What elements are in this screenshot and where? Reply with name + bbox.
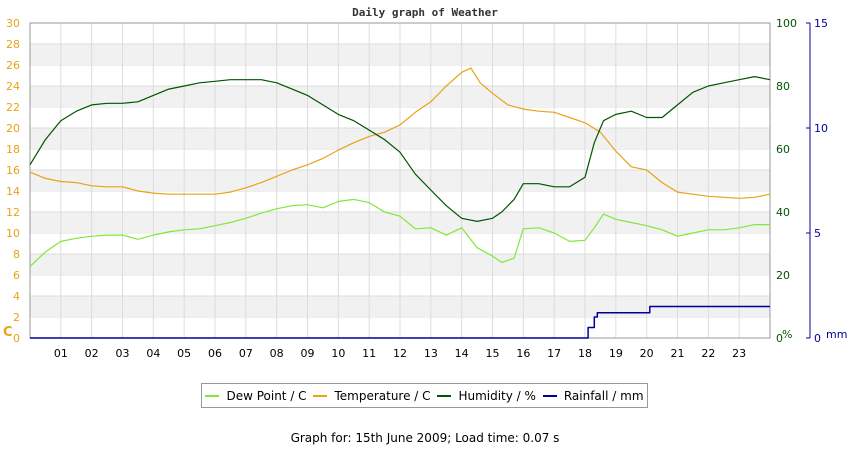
x-tick-label: 05 <box>177 347 191 360</box>
left-tick-label: 12 <box>6 206 20 219</box>
x-tick-label: 16 <box>516 347 530 360</box>
humidity-tick-label: 80 <box>776 80 790 93</box>
humidity-line <box>29 76 771 222</box>
legend-item-temperature: Temperature / C <box>313 388 431 403</box>
x-tick-label: 02 <box>85 347 99 360</box>
left-tick-label: 18 <box>6 143 20 156</box>
x-tick-label: 17 <box>547 347 561 360</box>
left-tick-label: 10 <box>6 227 20 240</box>
x-tick-label: 07 <box>239 347 253 360</box>
left-tick-label: 0 <box>13 332 20 345</box>
left-axis-label: C <box>3 325 13 340</box>
legend-swatch <box>542 394 557 397</box>
chart-title: Daily graph of Weather <box>352 6 498 19</box>
x-tick-label: 03 <box>116 347 130 360</box>
dew-point-line <box>29 198 770 268</box>
left-tick-label: 6 <box>13 269 20 282</box>
legend-item-humidity: Humidity / % <box>437 388 536 403</box>
x-tick-label: 22 <box>701 347 715 360</box>
legend: Dew Point / C Temperature / C Humidity / %… <box>201 383 648 408</box>
left-tick-label: 26 <box>6 59 20 72</box>
humidity-tick-label: 0 <box>776 332 783 345</box>
legend-swatch <box>437 394 452 397</box>
legend-swatch <box>313 394 328 397</box>
rainfall-tick-label: 10 <box>814 122 828 135</box>
rainfall-axis: 0 5 10 15 mm <box>806 17 847 345</box>
series-lines <box>29 67 771 339</box>
humidity-tick-label: 20 <box>776 269 790 282</box>
x-tick-label: 18 <box>578 347 592 360</box>
x-tick-label: 09 <box>301 347 315 360</box>
x-tick-label: 10 <box>331 347 345 360</box>
left-tick-label: 24 <box>6 80 20 93</box>
legend-label: Rainfall / mm <box>563 388 644 403</box>
x-tick-label: 20 <box>640 347 654 360</box>
x-tick-label: 11 <box>362 347 376 360</box>
x-tick-label: 19 <box>609 347 623 360</box>
humidity-axis: 0 20 40 60 80 100% <box>776 17 797 345</box>
x-tick-label: 23 <box>732 347 746 360</box>
legend-label: Humidity / % <box>458 388 536 403</box>
x-tick-label: 06 <box>208 347 222 360</box>
legend-swatch <box>205 394 220 397</box>
x-axis: 01 02 03 04 05 06 07 08 09 10 11 12 13 14 15 16 17 18 19 20… <box>54 347 746 360</box>
legend-label: Dew Point / C <box>226 388 307 403</box>
humidity-tick-label: 40 <box>776 206 790 219</box>
footer-text: Graph for: 15th June 2009; Load time: 0.… <box>290 431 560 445</box>
left-tick-label: 4 <box>13 290 20 303</box>
humidity-tick-label: 60 <box>776 143 790 156</box>
left-tick-label: 14 <box>6 185 20 198</box>
left-tick-label: 2 <box>13 311 20 324</box>
left-tick-label: 16 <box>6 164 20 177</box>
rainfall-tick-label: 0 <box>814 332 821 345</box>
left-tick-label: 20 <box>6 122 20 135</box>
left-tick-label: 22 <box>6 101 20 114</box>
humidity-tick-label: 100 <box>776 17 797 30</box>
vertical-gridlines <box>60 23 740 338</box>
rainfall-axis-label: mm <box>826 328 847 341</box>
left-tick-label: 28 <box>6 38 20 51</box>
x-tick-label: 04 <box>146 347 160 360</box>
humidity-axis-label: % <box>782 328 792 341</box>
left-tick-label: 30 <box>6 17 20 30</box>
legend-item-dew-point: Dew Point / C <box>205 388 307 403</box>
rainfall-tick-label: 15 <box>814 17 828 30</box>
x-tick-label: 12 <box>393 347 407 360</box>
legend-label: Temperature / C <box>334 388 431 403</box>
x-tick-label: 14 <box>455 347 469 360</box>
legend-item-rainfall: Rainfall / mm <box>542 388 644 403</box>
left-tick-label: 8 <box>13 248 20 261</box>
temperature-line <box>29 67 771 199</box>
rainfall-line <box>30 305 770 339</box>
x-tick-label: 13 <box>424 347 438 360</box>
rainfall-tick-label: 5 <box>814 227 821 240</box>
x-tick-label: 21 <box>671 347 685 360</box>
x-tick-label: 08 <box>270 347 284 360</box>
x-tick-label: 15 <box>486 347 500 360</box>
x-tick-label: 01 <box>54 347 68 360</box>
